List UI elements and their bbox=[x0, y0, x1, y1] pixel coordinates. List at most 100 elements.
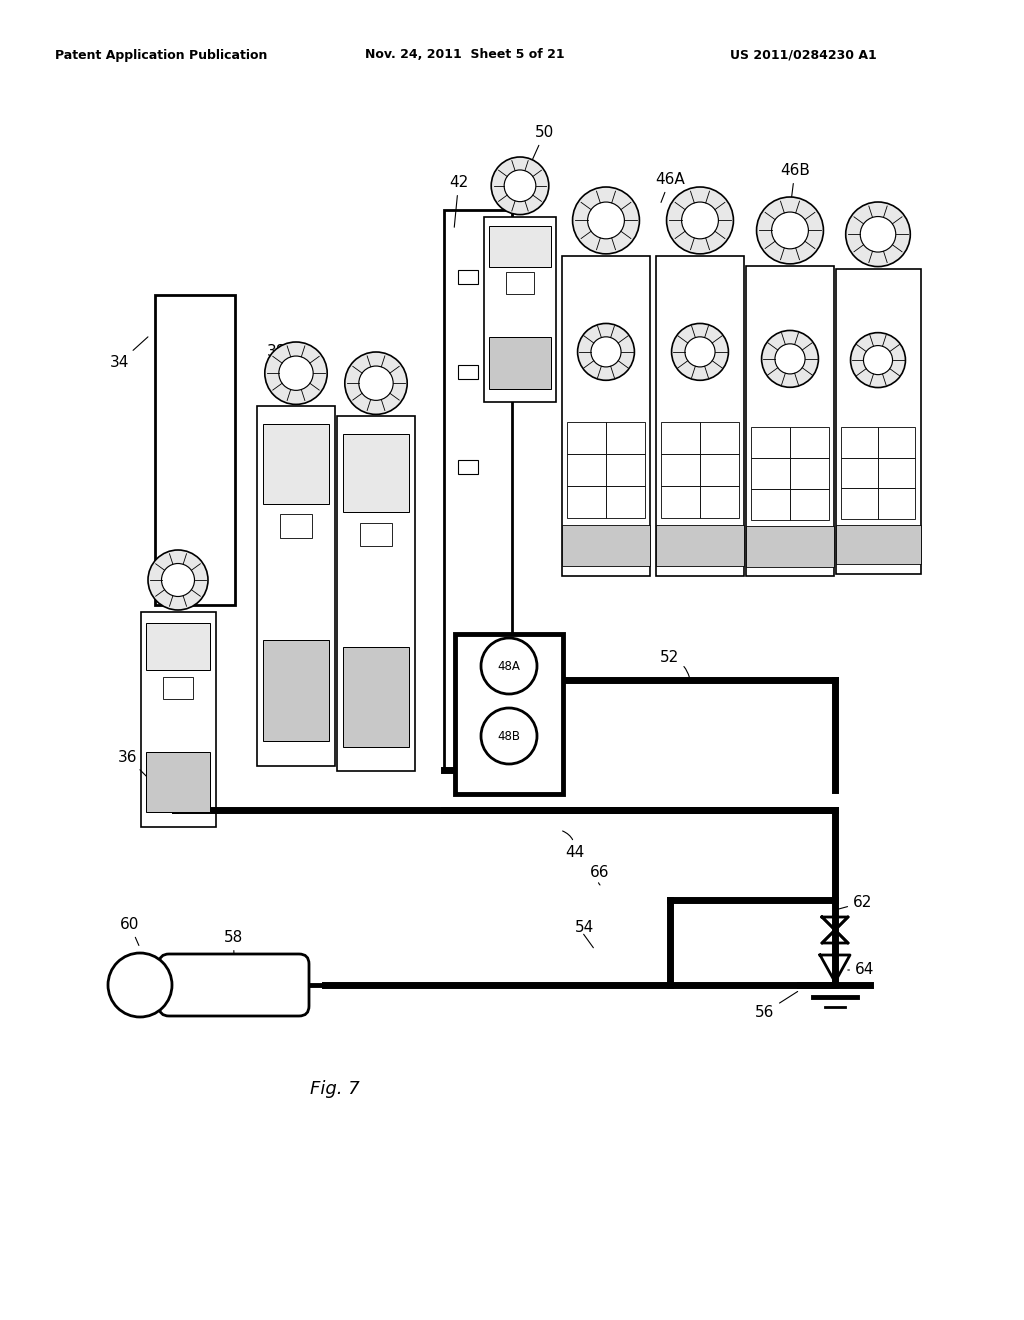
Bar bbox=[841, 428, 878, 458]
Text: Patent Application Publication: Patent Application Publication bbox=[55, 49, 267, 62]
Text: 58: 58 bbox=[224, 931, 244, 956]
Bar bbox=[790, 458, 828, 490]
Circle shape bbox=[588, 202, 625, 239]
Bar bbox=[455, 634, 563, 795]
Circle shape bbox=[672, 323, 728, 380]
Circle shape bbox=[265, 342, 328, 404]
Bar bbox=[836, 525, 921, 565]
Bar bbox=[567, 422, 606, 454]
Text: 62: 62 bbox=[838, 895, 872, 909]
Bar bbox=[662, 454, 700, 486]
Circle shape bbox=[572, 187, 639, 253]
Circle shape bbox=[757, 197, 823, 264]
Bar bbox=[567, 454, 606, 486]
Circle shape bbox=[846, 202, 910, 267]
Bar bbox=[878, 488, 915, 519]
Bar bbox=[841, 488, 878, 519]
Bar bbox=[752, 490, 790, 520]
Text: 64: 64 bbox=[848, 962, 874, 978]
Circle shape bbox=[345, 352, 408, 414]
Text: Fig. 7: Fig. 7 bbox=[310, 1080, 359, 1098]
Bar bbox=[841, 458, 878, 488]
Circle shape bbox=[772, 213, 808, 249]
Circle shape bbox=[481, 708, 537, 764]
FancyBboxPatch shape bbox=[159, 954, 309, 1016]
Circle shape bbox=[685, 337, 715, 367]
Bar bbox=[656, 524, 744, 566]
Text: 54: 54 bbox=[575, 920, 594, 935]
Bar bbox=[746, 527, 834, 566]
Bar bbox=[163, 676, 193, 700]
Bar bbox=[155, 294, 234, 605]
Bar bbox=[662, 486, 700, 519]
Bar bbox=[790, 490, 828, 520]
Text: Nov. 24, 2011  Sheet 5 of 21: Nov. 24, 2011 Sheet 5 of 21 bbox=[365, 49, 564, 62]
Bar bbox=[606, 486, 645, 519]
Text: 50: 50 bbox=[531, 125, 554, 162]
Bar bbox=[458, 459, 478, 474]
Circle shape bbox=[358, 366, 393, 400]
Bar bbox=[263, 640, 329, 742]
Text: 46B: 46B bbox=[780, 162, 810, 207]
Circle shape bbox=[578, 323, 635, 380]
Bar bbox=[360, 523, 391, 546]
Bar bbox=[752, 458, 790, 490]
Bar bbox=[263, 425, 329, 504]
Text: 36: 36 bbox=[118, 750, 166, 796]
Bar bbox=[878, 458, 915, 488]
Bar bbox=[484, 216, 556, 401]
Circle shape bbox=[481, 638, 537, 694]
Text: 52: 52 bbox=[660, 649, 689, 677]
Circle shape bbox=[492, 157, 549, 215]
Bar bbox=[836, 268, 921, 574]
Bar bbox=[562, 256, 650, 576]
Circle shape bbox=[860, 216, 896, 252]
Bar bbox=[746, 265, 834, 576]
Bar bbox=[489, 337, 551, 388]
Text: 56: 56 bbox=[755, 991, 798, 1020]
Bar bbox=[444, 210, 512, 770]
Circle shape bbox=[682, 202, 719, 239]
Circle shape bbox=[504, 170, 536, 202]
Text: 40: 40 bbox=[380, 360, 399, 375]
Bar bbox=[458, 366, 478, 379]
Circle shape bbox=[162, 564, 195, 597]
Circle shape bbox=[863, 346, 893, 375]
Text: 34: 34 bbox=[110, 337, 147, 370]
Circle shape bbox=[851, 333, 905, 388]
Bar bbox=[458, 271, 478, 284]
Bar bbox=[562, 524, 650, 566]
Bar bbox=[878, 428, 915, 458]
Circle shape bbox=[667, 187, 733, 253]
Circle shape bbox=[148, 550, 208, 610]
Bar bbox=[489, 226, 551, 267]
Bar bbox=[606, 454, 645, 486]
Bar bbox=[506, 272, 535, 293]
Bar bbox=[662, 422, 700, 454]
Text: 60: 60 bbox=[120, 917, 139, 945]
Text: 42: 42 bbox=[449, 176, 468, 227]
Text: 48A: 48A bbox=[498, 660, 520, 672]
Text: 66: 66 bbox=[590, 865, 609, 884]
Bar bbox=[752, 428, 790, 458]
Bar bbox=[337, 416, 415, 771]
Bar bbox=[700, 422, 738, 454]
Circle shape bbox=[591, 337, 621, 367]
Bar bbox=[700, 454, 738, 486]
Circle shape bbox=[279, 356, 313, 391]
Bar bbox=[790, 428, 828, 458]
Circle shape bbox=[108, 953, 172, 1016]
Text: 48B: 48B bbox=[498, 730, 520, 742]
Bar bbox=[606, 422, 645, 454]
Bar bbox=[146, 623, 210, 671]
Bar bbox=[140, 612, 215, 828]
Bar bbox=[281, 515, 311, 537]
Bar bbox=[656, 256, 744, 576]
Bar bbox=[700, 486, 738, 519]
Bar bbox=[343, 647, 410, 747]
Text: 46A: 46A bbox=[655, 172, 685, 202]
Bar bbox=[257, 407, 335, 767]
Text: 38: 38 bbox=[267, 345, 287, 359]
Text: 44: 44 bbox=[562, 832, 585, 861]
Bar bbox=[343, 434, 410, 512]
